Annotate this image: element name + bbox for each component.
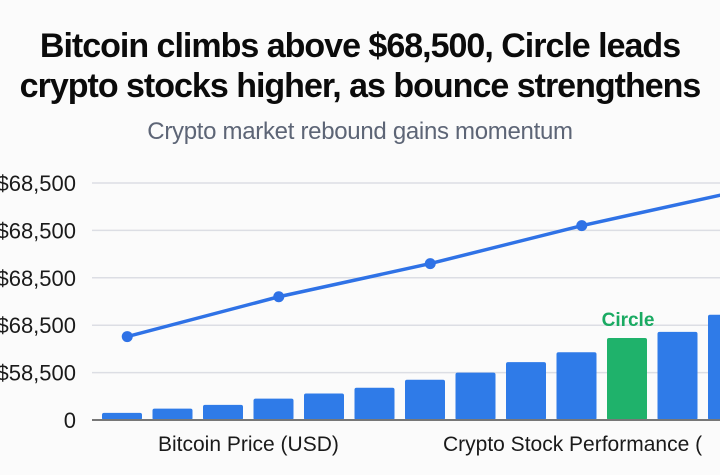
bar [455,372,496,420]
bar [304,393,344,420]
bar [657,331,698,420]
y-tick-label: $68,500 [0,171,76,196]
chart-title-line-1: Bitcoin climbs above $68,500, Circle lea… [39,27,681,65]
bar [102,412,142,420]
x-label-crypto-stock-performance: Crypto Stock Performance ( [443,433,702,456]
bar-circle [607,337,647,420]
bar [253,398,294,420]
y-tick-label: $68,500 [0,313,76,338]
bitcoin-price-point [576,220,588,232]
chart-subtitle: Crypto market rebound gains momentum [147,118,573,145]
chart-title: Bitcoin climbs above $68,500, Circle lea… [0,26,720,106]
bar [203,404,243,420]
y-tick-label: $68,500 [0,218,76,243]
bitcoin-price-point [121,331,133,343]
y-tick-label: $68,500 [0,266,76,291]
bitcoin-price-point [424,258,436,270]
bitcoin-price-point [273,291,285,303]
circle-annotation: Circle [602,310,655,331]
bar [152,408,193,420]
line-series [121,193,720,343]
y-tick-label: $58,500 [0,361,76,386]
bar [354,387,395,420]
bar [506,362,546,420]
bar [708,314,720,420]
y-axis-ticks: $68,500 $68,500 $68,500 $68,500 $58,500 0 [0,171,76,433]
chart-title-line-2: crypto stocks higher, as bounce strength… [19,67,702,105]
bar [556,352,597,420]
x-label-bitcoin-price: Bitcoin Price (USD) [158,433,339,456]
bar-series [102,314,720,420]
bar [405,379,445,420]
y-tick-label: 0 [64,408,76,433]
